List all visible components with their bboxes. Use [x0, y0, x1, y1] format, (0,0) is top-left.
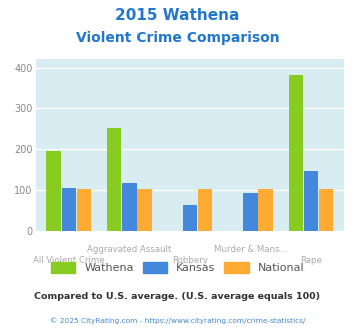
Bar — [47, 150, 61, 231]
Bar — [107, 128, 121, 231]
Bar — [198, 189, 212, 231]
Bar — [77, 189, 91, 231]
Bar — [258, 188, 273, 231]
Text: Compared to U.S. average. (U.S. average equals 100): Compared to U.S. average. (U.S. average … — [34, 292, 321, 301]
Bar — [137, 189, 152, 231]
Bar — [122, 183, 137, 231]
Bar — [319, 189, 333, 231]
Bar — [304, 171, 318, 231]
Text: Aggravated Assault: Aggravated Assault — [87, 245, 171, 254]
Text: Rape: Rape — [300, 255, 322, 265]
Bar — [61, 188, 76, 231]
Bar — [243, 193, 258, 231]
Text: All Violent Crime: All Violent Crime — [33, 255, 105, 265]
Text: Violent Crime Comparison: Violent Crime Comparison — [76, 31, 279, 45]
Legend: Wathena, Kansas, National: Wathena, Kansas, National — [51, 262, 304, 273]
Text: Robbery: Robbery — [172, 255, 208, 265]
Bar — [183, 205, 197, 231]
Text: Murder & Mans...: Murder & Mans... — [214, 245, 287, 254]
Text: 2015 Wathena: 2015 Wathena — [115, 8, 240, 23]
Bar — [289, 75, 303, 231]
Text: © 2025 CityRating.com - https://www.cityrating.com/crime-statistics/: © 2025 CityRating.com - https://www.city… — [50, 317, 305, 324]
